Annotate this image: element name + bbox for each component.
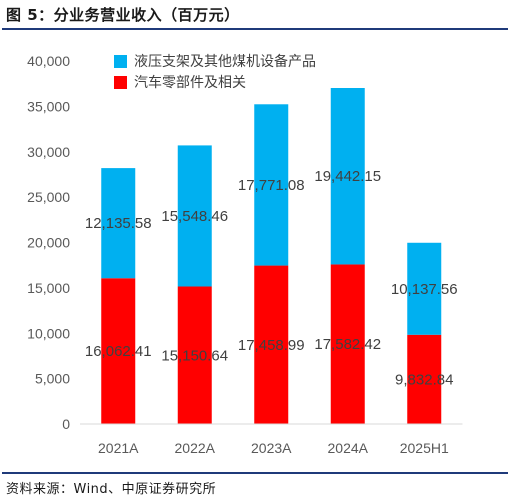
data-label: 17,771.08 xyxy=(238,177,305,194)
bar-segment xyxy=(254,265,289,424)
source-note: 资料来源：Wind、中原证券研究所 xyxy=(6,482,217,497)
legend-label: 汽车零部件及相关 xyxy=(134,74,246,91)
bar-segment xyxy=(101,278,136,424)
y-axis: 0 5,000 10,000 15,000 20,000 25,000 30,000 35,0… xyxy=(27,53,70,432)
legend-swatch xyxy=(114,76,127,89)
bar-segment xyxy=(407,334,442,424)
x-tick-label: 2024A xyxy=(328,440,369,456)
y-tick-label: 30,000 xyxy=(27,144,70,160)
stacked-bar-chart: 0 5,000 10,000 15,000 20,000 25,000 30,000 35,0… xyxy=(27,53,463,456)
bars xyxy=(101,88,442,424)
data-label: 10,137.56 xyxy=(391,281,458,298)
y-tick-label: 0 xyxy=(62,416,70,432)
data-label: 16,062.41 xyxy=(85,343,152,360)
y-tick-label: 25,000 xyxy=(27,189,70,205)
data-label: 15,548.46 xyxy=(161,208,228,225)
data-labels: 16,062.41 12,135.58 15,150.64 15,548.46 17,4… xyxy=(85,168,458,388)
y-tick-label: 20,000 xyxy=(27,235,70,251)
y-tick-label: 10,000 xyxy=(27,325,70,341)
bar-segment xyxy=(330,88,365,265)
legend-swatch xyxy=(114,55,127,68)
data-label: 15,150.64 xyxy=(161,347,228,364)
bottom-rule xyxy=(2,472,508,474)
x-tick-label: 2023A xyxy=(251,440,292,456)
bar-segment xyxy=(177,286,212,424)
bar-segment xyxy=(330,264,365,424)
top-rule xyxy=(2,28,508,30)
x-axis: 2021A 2022A 2023A 2024A 2025H1 xyxy=(80,423,463,456)
x-tick-label: 2025H1 xyxy=(400,440,449,456)
data-label: 12,135.58 xyxy=(85,215,152,232)
data-label: 17,458.99 xyxy=(238,337,305,354)
bar-segment xyxy=(177,145,212,287)
data-label: 17,582.42 xyxy=(314,336,381,353)
bar-segment xyxy=(101,168,136,279)
figure-title: 图 5：分业务营业收入（百万元） xyxy=(6,6,240,24)
bar-segment xyxy=(254,104,289,266)
y-tick-label: 35,000 xyxy=(27,98,70,114)
legend-label: 液压支架及其他煤机设备产品 xyxy=(134,53,316,70)
y-tick-label: 40,000 xyxy=(27,53,70,69)
x-tick-label: 2022A xyxy=(175,440,216,456)
x-tick-label: 2021A xyxy=(98,440,139,456)
data-label: 9,832.84 xyxy=(395,371,453,388)
bar-segment xyxy=(407,242,442,335)
y-tick-label: 5,000 xyxy=(35,371,70,387)
y-tick-label: 15,000 xyxy=(27,280,70,296)
data-label: 19,442.15 xyxy=(314,168,381,185)
